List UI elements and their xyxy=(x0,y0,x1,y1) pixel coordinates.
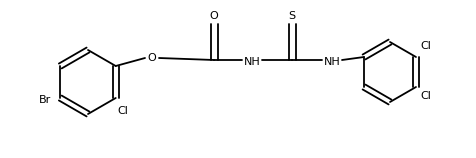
Text: S: S xyxy=(288,11,296,21)
Text: Cl: Cl xyxy=(420,91,431,101)
Text: O: O xyxy=(209,11,218,21)
Text: NH: NH xyxy=(244,57,260,67)
Text: O: O xyxy=(148,53,157,63)
Text: Cl: Cl xyxy=(118,106,129,116)
Text: NH: NH xyxy=(324,57,340,67)
Text: Cl: Cl xyxy=(420,41,431,51)
Text: Br: Br xyxy=(39,95,51,105)
